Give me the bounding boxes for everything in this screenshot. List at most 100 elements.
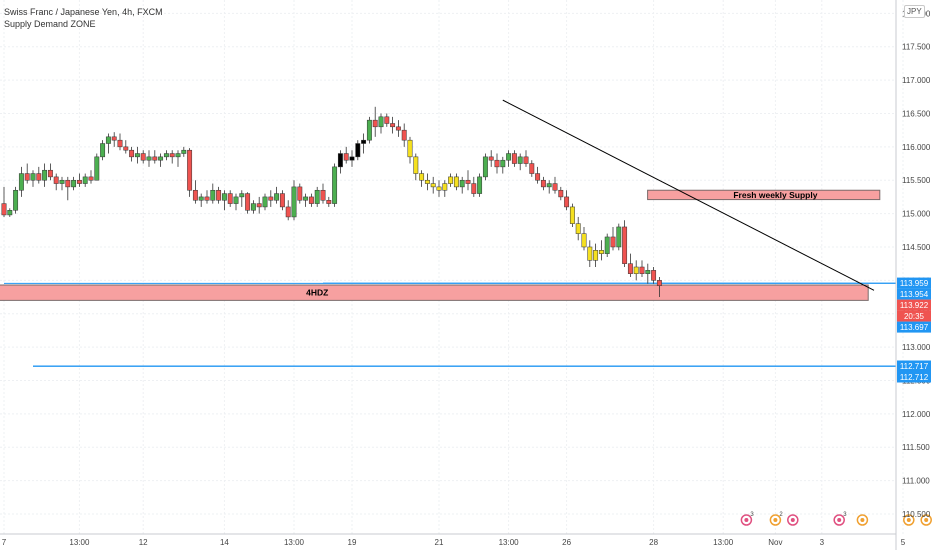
candle-body <box>181 149 187 154</box>
candle-body <box>529 163 535 174</box>
candle-body <box>581 233 587 248</box>
price-tick-label: 117.500 <box>902 43 931 52</box>
candle-body <box>337 153 343 168</box>
candle-body <box>30 173 36 181</box>
price-tick-label: 117.000 <box>902 76 931 85</box>
candle-body <box>204 196 210 201</box>
candle-body <box>227 193 233 204</box>
candle-body <box>459 179 465 188</box>
candle-body <box>111 136 117 141</box>
zone-rect <box>0 284 869 301</box>
event-count: 2 <box>779 512 783 518</box>
candle-body <box>569 206 575 224</box>
candle-body <box>500 159 506 168</box>
candle-body <box>1 203 7 216</box>
candle-body <box>639 266 645 274</box>
candle-body <box>523 156 529 164</box>
candle-body <box>494 159 500 168</box>
candle-body <box>511 153 517 164</box>
candle-body <box>192 189 198 201</box>
time-tick-label: 26 <box>562 538 571 547</box>
candle-body <box>622 226 628 264</box>
candle-body <box>413 156 419 174</box>
horizontal-levels <box>4 282 896 367</box>
time-tick-label: 13:00 <box>284 538 305 547</box>
symbol-title: Swiss Franc / Japanese Yen, 4h, FXCM <box>4 7 163 17</box>
candle-body <box>42 169 48 181</box>
price-tick-label: 116.500 <box>902 109 931 118</box>
time-tick-label: 7 <box>2 538 7 547</box>
candle-body <box>453 176 459 188</box>
candle-body <box>604 236 610 254</box>
candle-body <box>134 153 140 158</box>
price-tick-label: 112.000 <box>902 410 931 419</box>
candle-body <box>187 149 193 191</box>
candle-body <box>656 280 662 286</box>
price-badge-label: 20:35 <box>904 312 925 321</box>
candle-body <box>564 196 570 208</box>
candle-body <box>76 179 82 184</box>
price-badge <box>897 277 931 289</box>
candle-body <box>361 139 367 144</box>
candle-body <box>506 153 512 161</box>
price-badge-label: 113.959 <box>900 279 929 288</box>
price-badge <box>897 371 931 383</box>
zone-rect <box>647 189 881 201</box>
indicator-title: Supply Demand ZONE <box>4 19 96 29</box>
candle-body <box>465 179 471 184</box>
candle-body <box>65 179 71 188</box>
candle-body <box>610 236 616 248</box>
candle-body <box>279 193 285 208</box>
candle-body <box>291 186 297 218</box>
candle-body <box>419 173 425 181</box>
candle-body <box>546 183 552 188</box>
time-tick-label: 5 <box>901 538 906 547</box>
candle-body <box>250 203 256 211</box>
price-tick-label: 115.000 <box>902 210 931 219</box>
candle-body <box>558 189 564 198</box>
event-marker-dot <box>860 518 865 522</box>
candle-body <box>401 129 407 141</box>
trendline[interactable] <box>502 99 875 291</box>
price-badge <box>897 299 931 311</box>
time-tick-label: Nov <box>768 538 782 547</box>
currency-badge[interactable]: JPY <box>904 5 925 18</box>
chart-legend: Swiss Franc / Japanese Yen, 4h, FXCM Sup… <box>4 6 163 30</box>
candle-body <box>477 176 483 194</box>
candle-body <box>326 200 332 204</box>
candle-body <box>24 173 30 181</box>
candle-body <box>94 156 100 181</box>
candle-body <box>297 186 303 201</box>
candle-body <box>221 193 227 201</box>
price-tick-label: 111.000 <box>902 477 930 486</box>
time-tick-label: 19 <box>348 538 357 547</box>
candle-body <box>645 270 651 274</box>
time-tick-label: 28 <box>649 538 658 547</box>
candle-body <box>285 206 291 218</box>
price-tick-label: 113.000 <box>902 343 931 352</box>
candle-body <box>349 156 355 161</box>
candle-body <box>198 196 204 201</box>
candle-body <box>535 173 541 181</box>
trendline-line[interactable] <box>502 99 875 291</box>
candle-body <box>593 250 599 261</box>
time-tick-label: 3 <box>820 538 825 547</box>
candle-body <box>384 116 390 124</box>
candle-body <box>303 196 309 201</box>
candle-body <box>245 193 251 211</box>
candle-body <box>175 153 181 158</box>
price-tick-label: 110.500 <box>902 510 931 519</box>
candle-body <box>436 186 442 191</box>
event-marker-dot <box>924 518 929 522</box>
event-marker-dot <box>837 518 842 522</box>
candle-body <box>71 179 77 188</box>
candle-body <box>105 136 111 144</box>
candle-body <box>471 183 477 194</box>
candle-body <box>378 116 384 128</box>
event-markers[interactable]: 3 2 3 <box>740 512 932 526</box>
candle-body <box>587 246 593 261</box>
candle-body <box>140 153 146 161</box>
candle-body <box>616 226 622 248</box>
